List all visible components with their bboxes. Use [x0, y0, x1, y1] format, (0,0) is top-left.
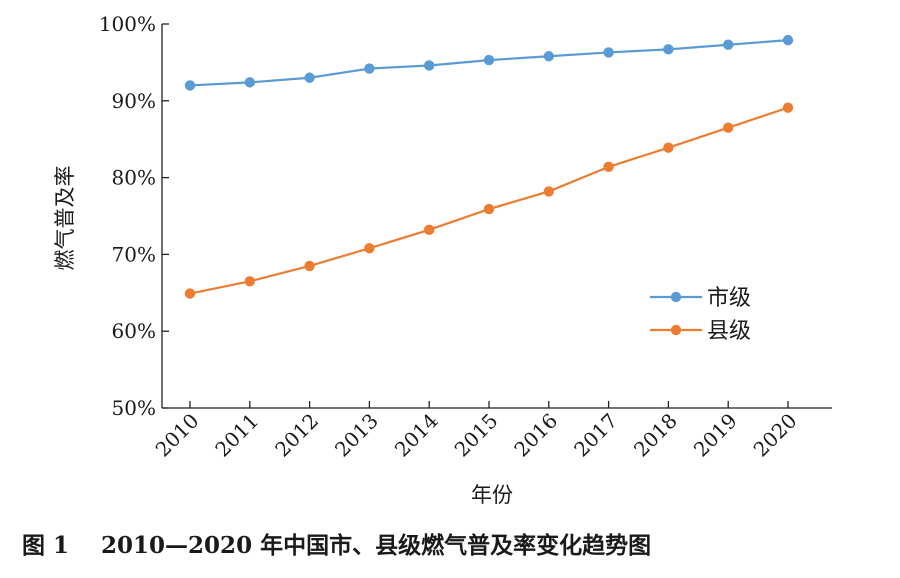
x-tick-label: 2013 [330, 409, 383, 462]
series-2 [184, 102, 794, 299]
data-point [603, 161, 614, 173]
figure-caption: 图 1 2010—2020 年中国市、县级燃气普及率变化趋势图 [22, 532, 651, 559]
x-tick-label: 2019 [689, 409, 742, 462]
data-point [424, 60, 435, 71]
y-tick-label: 50% [112, 396, 156, 420]
data-point [543, 51, 554, 62]
x-tick-label: 2014 [390, 409, 443, 462]
data-point [364, 63, 375, 74]
x-tick-label: 2016 [509, 409, 562, 462]
y-tick-label: 90% [112, 89, 156, 113]
series-line [189, 106, 789, 295]
x-tick-label: 2010 [151, 409, 204, 462]
data-point [663, 44, 674, 55]
x-tick-label: 2020 [749, 409, 802, 462]
legend-item-1: 市级 [650, 286, 751, 311]
series-1 [184, 34, 794, 91]
data-point [184, 288, 196, 299]
axes: 50%60%70%80%90%100%2010 2011 2012 2013 2014 2… [99, 12, 832, 462]
data-point [782, 34, 794, 46]
data-point [603, 47, 614, 58]
data-point [723, 39, 734, 50]
data-point [663, 142, 674, 153]
y-axis-title: 燃气普及率 [53, 166, 77, 271]
legend-marker [670, 291, 682, 303]
data-point [424, 224, 435, 236]
x-axis-title: 年份 [471, 483, 513, 507]
y-tick-label: 100% [99, 12, 156, 36]
legend-label: 市级 [707, 286, 751, 311]
x-tick-label: 2018 [629, 409, 682, 462]
series-layer [184, 34, 794, 299]
data-point [782, 102, 794, 113]
data-point [184, 80, 196, 91]
data-point [723, 122, 734, 133]
data-point [244, 276, 255, 287]
legend-label: 县级 [707, 319, 751, 344]
data-point [304, 260, 315, 272]
data-point [244, 77, 255, 88]
data-point [483, 203, 495, 215]
legend-marker [670, 324, 682, 336]
legend-item-2: 县级 [650, 319, 751, 344]
data-point [543, 186, 554, 197]
y-tick-label: 70% [112, 242, 156, 266]
x-tick-label: 2011 [210, 409, 263, 462]
y-tick-label: 80% [112, 166, 156, 190]
data-point [364, 243, 375, 254]
x-tick-label: 2017 [569, 409, 622, 462]
x-tick-label: 2015 [450, 409, 503, 462]
data-point [483, 54, 495, 66]
data-point [304, 72, 315, 83]
x-tick-label: 2012 [270, 409, 323, 462]
y-tick-label: 60% [112, 319, 156, 343]
